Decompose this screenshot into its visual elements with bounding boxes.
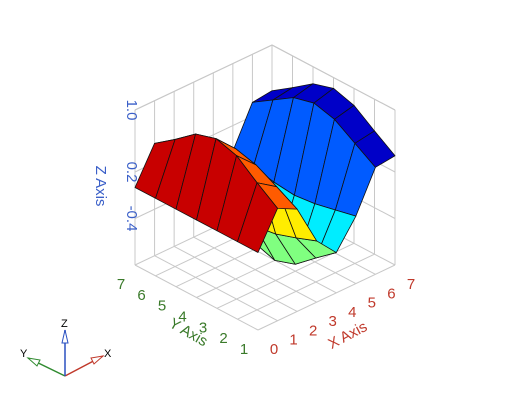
y-tick-label: 4 (178, 308, 186, 325)
triad-y-arrow (26, 357, 41, 367)
x-tick-label: 5 (368, 295, 376, 312)
surface (134, 83, 396, 265)
y-tick-label: 6 (137, 287, 145, 304)
orientation-triad: Y X Z (20, 318, 112, 377)
y-tick-label: 1 (240, 341, 248, 358)
x-tick-label: 3 (329, 313, 337, 330)
surface-patch (237, 182, 278, 253)
triad-z-arrow (61, 329, 69, 344)
x-tick-label: 6 (387, 285, 395, 302)
y-tick-label: 7 (117, 276, 125, 293)
x-tick-label: 2 (309, 322, 317, 339)
z-tick-label: 1.0 (123, 100, 140, 121)
x-tick-label: 0 (270, 341, 278, 358)
x-tick-label: 1 (289, 332, 297, 349)
box-edge (134, 44, 273, 111)
z-tick-label: -0.4 (123, 206, 140, 232)
x-tick-label: 4 (348, 304, 356, 321)
triad-x-label: X (104, 348, 112, 360)
triad-x-arrow (90, 355, 105, 365)
z-tick-label: 0.2 (123, 162, 140, 183)
y-tick-label: 3 (199, 319, 207, 336)
box-edge (271, 44, 396, 111)
triad-y-label: Y (20, 348, 28, 360)
grid-line (257, 264, 396, 331)
grid-line (237, 253, 375, 320)
triad-z-label: Z (61, 318, 68, 330)
z-axis-title: Z Axis (92, 166, 109, 207)
y-tick-label: 5 (158, 298, 166, 315)
y-tick-label: 2 (219, 330, 227, 347)
x-tick-label: 7 (407, 276, 415, 293)
